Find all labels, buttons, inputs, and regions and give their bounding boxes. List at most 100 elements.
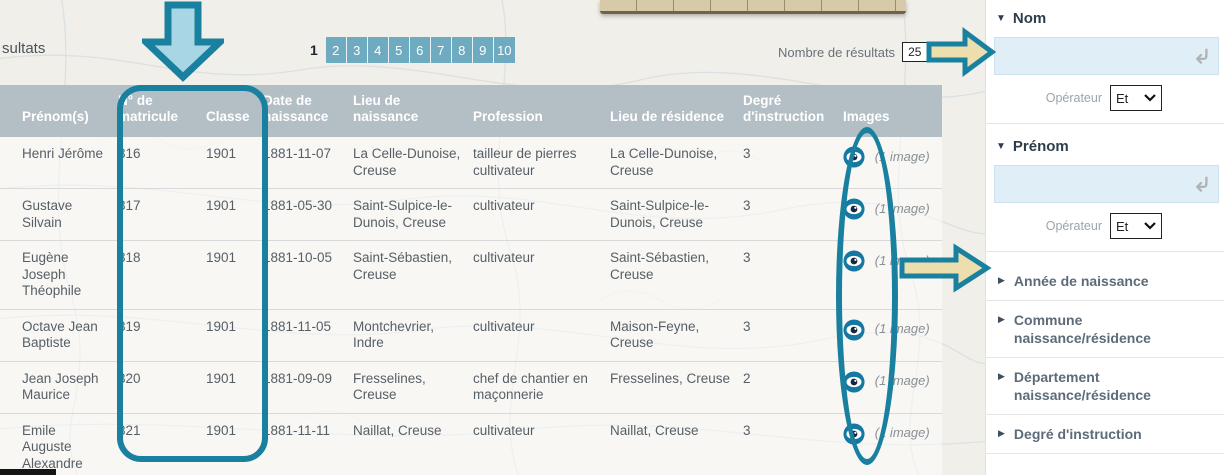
pagination-page-7[interactable]: 7: [430, 37, 452, 63]
triangle-collapsed-icon: ▶: [998, 428, 1005, 438]
cell-profession: chef de chantier en maçonnerie: [473, 361, 610, 414]
nom-operator-select[interactable]: Et: [1110, 85, 1162, 111]
view-images-eye-icon[interactable]: [843, 422, 865, 445]
facet-commune[interactable]: ▶ Commune naissance/résidence: [994, 301, 1218, 357]
facet-label: Département naissance/résidence: [1013, 369, 1151, 403]
cell-date-naissance: 1881-05-30: [263, 188, 353, 241]
cell-matricule: 317: [118, 188, 206, 241]
cell-date-naissance: 1881-11-07: [263, 137, 353, 189]
results-text: sultats: [2, 40, 46, 57]
col-header-lieu-residence: Lieu de résidence: [610, 85, 743, 137]
cell-degre: 3: [743, 240, 843, 310]
cell-lieu-naissance: La Celle-Dunoise, Creuse: [353, 137, 473, 189]
view-images-eye-icon[interactable]: [843, 318, 865, 341]
cell-profession: tailleur de pierres cultivateur: [473, 137, 610, 189]
cell-degre: 3: [743, 188, 843, 241]
triangle-expanded-icon: ▼: [996, 141, 1006, 152]
pagination: 1 2 3 4 5 6 7 8 9 10: [310, 37, 515, 63]
facet-degre-instruction[interactable]: ▶ Degré d'instruction: [994, 415, 1218, 453]
cell-prenoms: Eugène Joseph Théophile: [0, 240, 118, 310]
cell-images: (1 image): [843, 309, 942, 362]
cell-lieu-naissance: Fresselines, Creuse: [353, 361, 473, 414]
divider: [986, 123, 1224, 124]
cell-profession: cultivateur: [473, 188, 610, 241]
cell-images: (1 image): [843, 361, 942, 414]
pagination-current-page: 1: [310, 42, 318, 58]
prenom-operator-select[interactable]: Et: [1110, 213, 1162, 239]
cell-date-naissance: 1881-11-11: [263, 413, 353, 475]
results-count-label: Nombre de résultats: [778, 44, 896, 60]
cell-prenoms: Jean Joseph Maurice: [0, 361, 118, 414]
cell-lieu-residence: Saint-Sébastien, Creuse: [610, 240, 743, 310]
pagination-page-3[interactable]: 3: [346, 37, 368, 63]
facet-departement[interactable]: ▶ Département naissance/résidence: [994, 358, 1194, 414]
cell-date-naissance: 1881-10-05: [263, 240, 353, 310]
cell-prenoms: Emile Auguste Alexandre Silvain: [0, 413, 118, 475]
view-images-eye-icon[interactable]: [843, 146, 865, 168]
view-images-eye-icon[interactable]: [843, 370, 865, 393]
results-table: Prénom(s) N° de matricule Classe Date de…: [0, 85, 942, 475]
scanned-register-thumbnail[interactable]: [600, 0, 906, 14]
table-row: Eugène Joseph Théophile 318 1901 1881-10…: [0, 240, 942, 310]
pagination-page-6[interactable]: 6: [409, 37, 431, 63]
operator-label: Opérateur: [1045, 91, 1102, 105]
image-count-label: (1 image): [874, 321, 930, 337]
pagination-page-4[interactable]: 4: [367, 37, 389, 63]
chevron-down-icon: [942, 48, 953, 56]
cell-profession: cultivateur: [473, 413, 610, 475]
triangle-collapsed-icon: ▶: [998, 314, 1005, 324]
view-images-eye-icon[interactable]: [843, 250, 865, 272]
nom-input[interactable]: [994, 37, 1219, 75]
facet-nom-title: Nom: [1012, 10, 1047, 27]
facet-prenom-input-wrap: [994, 165, 1219, 203]
cell-images: (1 image): [843, 137, 942, 189]
facet-nom-input-wrap: [994, 37, 1219, 75]
cell-date-naissance: 1881-11-05: [263, 309, 353, 362]
facet-prenom-header[interactable]: ▼ Prénom: [994, 134, 1218, 165]
cell-matricule: 318: [118, 240, 206, 310]
facet-label: Degré d'instruction: [1013, 426, 1142, 442]
triangle-expanded-icon: ▼: [996, 13, 1006, 24]
results-count-value: 25: [908, 45, 922, 59]
pagination-page-10[interactable]: 10: [493, 37, 515, 63]
cell-lieu-residence: Fresselines, Creuse: [610, 361, 743, 414]
results-count-select[interactable]: 25: [902, 42, 960, 62]
chevron-down-icon: [1144, 94, 1156, 102]
cell-prenoms: Henri Jérôme: [0, 137, 118, 189]
cell-lieu-residence: Maison-Feyne, Creuse: [610, 309, 743, 362]
cell-prenoms: Gustave Silvain: [0, 188, 118, 241]
pagination-page-9[interactable]: 9: [472, 37, 494, 63]
facet-annee-naissance[interactable]: ▶ Année de naissance: [994, 262, 1218, 300]
prenom-input[interactable]: [994, 165, 1219, 203]
col-header-profession: Profession: [473, 85, 610, 137]
image-count-label: (1 image): [874, 252, 930, 268]
cell-lieu-naissance: Montchevrier, Indre: [353, 309, 473, 362]
table-row: Gustave Silvain 317 1901 1881-05-30 Sain…: [0, 188, 942, 241]
cell-prenoms: Octave Jean Baptiste: [0, 309, 118, 362]
divider: [986, 453, 1224, 454]
pagination-page-2[interactable]: 2: [325, 37, 347, 63]
cell-lieu-naissance: Naillat, Creuse: [353, 413, 473, 475]
pagination-page-5[interactable]: 5: [388, 37, 410, 63]
cell-lieu-residence: Saint-Sulpice-le-Dunois, Creuse: [610, 188, 743, 241]
cell-lieu-naissance: Saint-Sulpice-le-Dunois, Creuse: [353, 188, 473, 241]
cell-images: (1 image): [843, 240, 942, 310]
pagination-page-8[interactable]: 8: [451, 37, 473, 63]
divider: [986, 300, 1224, 301]
table-row: Emile Auguste Alexandre Silvain 321 1901…: [0, 413, 942, 475]
prenom-operator-row: Opérateur Et: [994, 211, 1218, 251]
facet-nom-header[interactable]: ▼ Nom: [994, 6, 1218, 37]
search-facets-sidebar: ▼ Nom Opérateur Et ▼ Prénom Opérateur Et: [985, 0, 1224, 475]
cell-degre: 2: [743, 361, 843, 414]
cell-classe: 1901: [206, 240, 263, 310]
cell-lieu-residence: La Celle-Dunoise, Creuse: [610, 137, 743, 189]
operator-label: Opérateur: [1045, 219, 1102, 233]
cell-matricule: 321: [118, 413, 206, 475]
view-images-eye-icon[interactable]: [843, 198, 865, 220]
facet-prenom-title: Prénom: [1012, 138, 1069, 155]
table-row: Henri Jérôme 316 1901 1881-11-07 La Cell…: [0, 137, 942, 189]
image-count-label: (1 image): [874, 425, 930, 441]
results-count-control: Nombre de résultats 25: [778, 42, 960, 62]
cell-matricule: 320: [118, 361, 206, 414]
